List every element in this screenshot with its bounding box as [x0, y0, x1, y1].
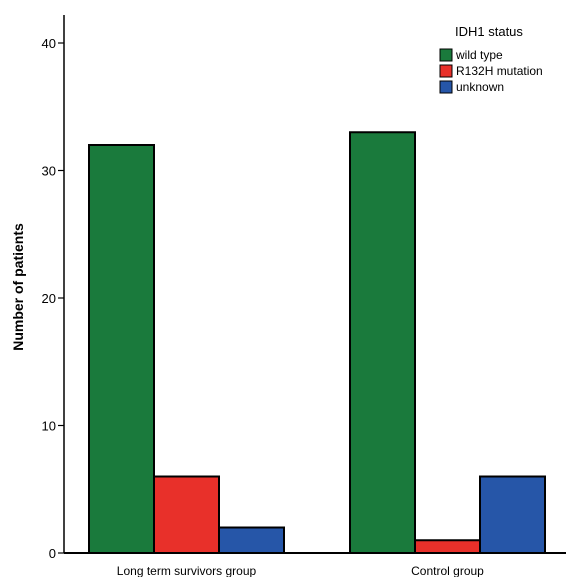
y-axis: 0 10 20 30 40 [42, 15, 65, 561]
y-tick-label: 20 [42, 291, 56, 306]
legend-label: wild type [455, 48, 503, 62]
bar-wild-type-control [349, 131, 416, 554]
legend-label: R132H mutation [456, 64, 543, 78]
y-tick-label: 30 [42, 164, 56, 179]
y-tick-label: 40 [42, 36, 56, 51]
y-axis-label: Number of patients [10, 223, 26, 351]
legend-swatch [439, 48, 453, 62]
y-tick-label: 10 [42, 419, 56, 434]
bars [88, 131, 546, 554]
x-category-label: Long term survivors group [117, 564, 257, 577]
legend-title: IDH1 status [455, 24, 523, 39]
legend-label: unknown [456, 80, 504, 94]
bar-wild-type-long-term [88, 144, 155, 554]
legend-swatch [439, 80, 453, 94]
legend: IDH1 status wild type R132H mutation unkno… [439, 24, 543, 94]
legend-swatch [439, 64, 453, 78]
bar-unknown-long-term [218, 526, 285, 554]
y-tick-label: 0 [49, 546, 56, 561]
x-category-label: Control group [411, 564, 484, 577]
bar-unknown-control [479, 475, 546, 554]
bar-r132h-mutation-control [414, 539, 481, 554]
bar-r132h-mutation-long-term [153, 475, 220, 554]
x-axis: Long term survivors group Control group [64, 552, 566, 577]
